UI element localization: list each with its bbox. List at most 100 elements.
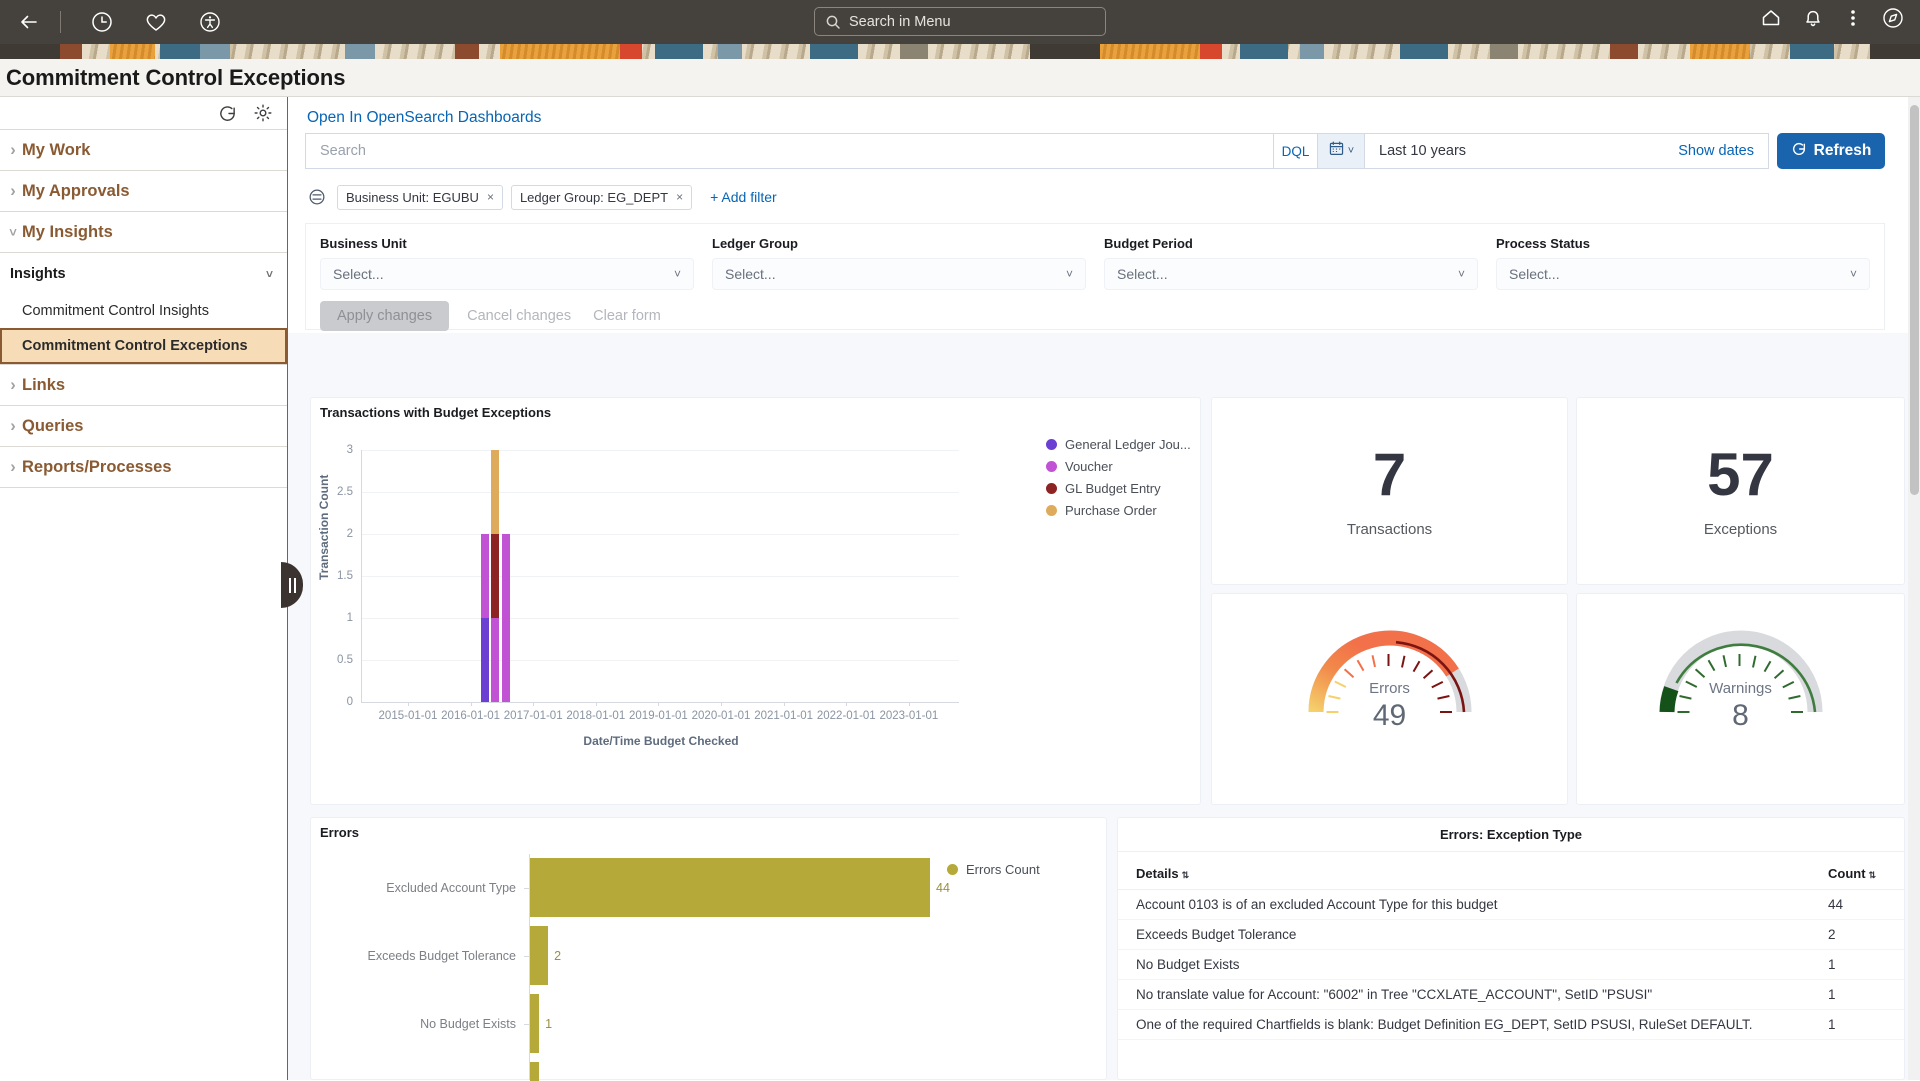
apply-changes-button[interactable]: Apply changes <box>320 301 450 331</box>
control-process-status: Process Status Select... ˅ <box>1496 236 1870 290</box>
accessibility-icon[interactable] <box>193 5 227 39</box>
table-row[interactable]: Account 0103 is of an excluded Account T… <box>1118 889 1904 920</box>
close-icon[interactable]: × <box>676 190 684 204</box>
search-input[interactable]: Search <box>305 133 1273 169</box>
dql-toggle-button[interactable]: DQL <box>1273 133 1317 169</box>
controls-actions: Apply changes Cancel changes Clear form <box>306 290 1884 331</box>
decorative-banner-strip <box>0 44 1920 59</box>
bell-icon[interactable] <box>1800 5 1826 31</box>
add-filter-button[interactable]: + Add filter <box>710 189 777 205</box>
errors-bar-axis <box>529 854 530 1080</box>
chevron-down-icon: ˅ <box>673 267 681 281</box>
x-axis-tick: 2022-01-01 <box>816 710 876 722</box>
page-scrollbar-thumb[interactable] <box>1910 105 1919 495</box>
legend-item[interactable]: General Ledger Jou... <box>1046 433 1191 455</box>
compass-icon[interactable] <box>1880 5 1906 31</box>
filter-pill-ledger-group[interactable]: Ledger Group: EG_DEPT × <box>510 184 693 210</box>
sidebar-item-label: Links <box>22 375 66 394</box>
refresh-button[interactable]: Refresh <box>1777 133 1885 169</box>
x-axis-tickmark <box>407 702 409 706</box>
sidebar-subgroup-insights[interactable]: Insights ˅ <box>0 252 287 294</box>
x-axis-tick: 2021-01-01 <box>754 710 814 722</box>
filter-icon[interactable] <box>305 188 329 206</box>
close-icon[interactable]: × <box>486 190 494 204</box>
legend-label: General Ledger Jou... <box>1065 436 1191 452</box>
control-budget-period: Budget Period Select... ˅ <box>1104 236 1478 290</box>
timeseries-bar[interactable] <box>480 534 489 618</box>
open-in-opensearch-dashboards-link[interactable]: Open In OpenSearch Dashboards <box>307 109 542 126</box>
menu-search-input[interactable]: Search in Menu <box>814 7 1106 36</box>
business-unit-select[interactable]: Select... ˅ <box>320 258 694 290</box>
top-navigation-bar: Search in Menu <box>0 0 1920 44</box>
timeseries-bar[interactable] <box>491 618 500 702</box>
legend-item[interactable]: GL Budget Entry <box>1046 477 1191 499</box>
sidebar-item-my-insights[interactable]: ˅ My Insights <box>0 211 287 252</box>
page-scrollbar-track[interactable] <box>1908 97 1920 1080</box>
process-status-select[interactable]: Select... ˅ <box>1496 258 1870 290</box>
search-icon <box>825 14 841 30</box>
sidebar-item-reports-processes[interactable]: › Reports/Processes <box>0 446 287 487</box>
table-row[interactable]: Exceeds Budget Tolerance 2 <box>1118 919 1904 950</box>
gear-icon[interactable] <box>253 103 273 123</box>
gauge-value: 49 <box>1372 699 1407 732</box>
y-axis-line <box>361 450 362 702</box>
ledger-group-select[interactable]: Select... ˅ <box>712 258 1086 290</box>
grid-line <box>361 576 959 577</box>
select-value: Select... <box>725 266 776 282</box>
grid-line <box>361 618 959 619</box>
refresh-icon <box>1791 141 1807 162</box>
refresh-icon[interactable] <box>218 104 237 123</box>
gauge-label: Warnings <box>1709 680 1772 697</box>
timeseries-bar[interactable] <box>480 618 489 702</box>
legend-item[interactable]: Voucher <box>1046 455 1191 477</box>
clock-icon[interactable] <box>85 5 119 39</box>
legend-color-swatch <box>1046 438 1057 450</box>
page-title: Commitment Control Exceptions <box>6 64 346 90</box>
budget-period-select[interactable]: Select... ˅ <box>1104 258 1478 290</box>
date-picker-quick-select-button[interactable]: ˅ <box>1317 133 1365 169</box>
x-axis-tickmark <box>721 702 723 706</box>
chevron-down-icon: ˅ <box>9 224 17 240</box>
errors-bar[interactable] <box>530 858 930 917</box>
home-icon[interactable] <box>1758 5 1784 31</box>
table-row[interactable]: No translate value for Account: "6002" i… <box>1118 979 1904 1010</box>
column-header-details[interactable]: Details ⇅ <box>1118 858 1828 890</box>
date-range-display[interactable]: Last 10 years Show dates <box>1365 133 1769 169</box>
sidebar-item-my-work[interactable]: › My Work <box>0 129 287 170</box>
timeseries-bar[interactable] <box>491 450 500 534</box>
table-row[interactable]: One of the required Chartfields is blank… <box>1118 1009 1904 1040</box>
errors-bar[interactable] <box>530 994 540 1053</box>
legend-item[interactable]: Purchase Order <box>1046 499 1191 521</box>
grid-line <box>361 492 959 493</box>
cancel-changes-button[interactable]: Cancel changes <box>467 308 572 324</box>
sidebar-item-label: My Work <box>22 140 91 159</box>
x-axis-tickmark <box>470 702 472 706</box>
back-arrow-icon[interactable] <box>12 5 46 39</box>
table-row[interactable]: No Budget Exists 1 <box>1118 949 1904 980</box>
show-dates-button[interactable]: Show dates <box>1678 143 1754 159</box>
errors-bar-value: 1 <box>545 1017 553 1031</box>
search-placeholder: Search <box>320 143 366 159</box>
errors-bar-panel: Errors Excluded Account Type 44 Exceeds Bu… <box>310 817 1107 1081</box>
sidebar-collapse-handle[interactable] <box>281 562 303 608</box>
timeseries-bar[interactable] <box>491 534 500 618</box>
clear-form-button[interactable]: Clear form <box>593 308 661 324</box>
errors-bar[interactable] <box>530 926 549 985</box>
sort-icon: ⇅ <box>1181 870 1189 880</box>
sidebar-item-label: My Approvals <box>22 181 130 200</box>
metric-label: Transactions <box>1346 520 1433 538</box>
sidebar-item-label: Commitment Control Insights <box>22 303 209 319</box>
y-axis-tick: 2.5 <box>337 486 353 498</box>
chevron-right-icon: › <box>10 416 16 435</box>
column-header-count[interactable]: Count ⇅ <box>1828 858 1904 890</box>
sidebar-item-commitment-control-insights[interactable]: Commitment Control Insights <box>0 294 287 328</box>
sidebar-item-commitment-control-exceptions[interactable]: Commitment Control Exceptions <box>0 328 287 364</box>
kebab-menu-icon[interactable] <box>1842 5 1864 31</box>
timeseries-bar[interactable] <box>501 534 510 702</box>
sidebar-item-links[interactable]: › Links <box>0 364 287 405</box>
sidebar-item-queries[interactable]: › Queries <box>0 405 287 446</box>
sidebar-item-my-approvals[interactable]: › My Approvals <box>0 170 287 211</box>
heart-icon[interactable] <box>139 5 173 39</box>
filter-pill-business-unit[interactable]: Business Unit: EGUBU × <box>337 184 503 210</box>
errors-bar[interactable] <box>530 1062 540 1081</box>
